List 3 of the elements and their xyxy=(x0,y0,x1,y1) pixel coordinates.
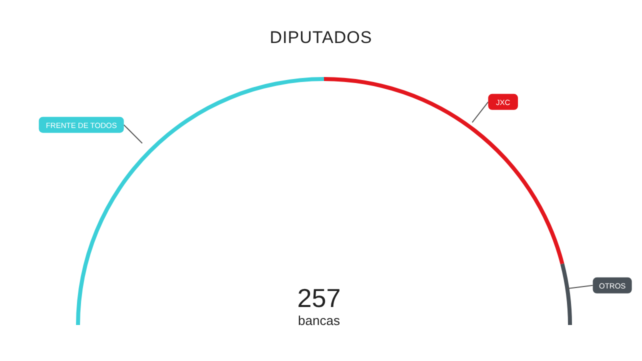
chart-title: DIPUTADOS xyxy=(268,28,374,48)
text: 257 xyxy=(297,283,341,313)
text: bancas xyxy=(297,313,341,328)
